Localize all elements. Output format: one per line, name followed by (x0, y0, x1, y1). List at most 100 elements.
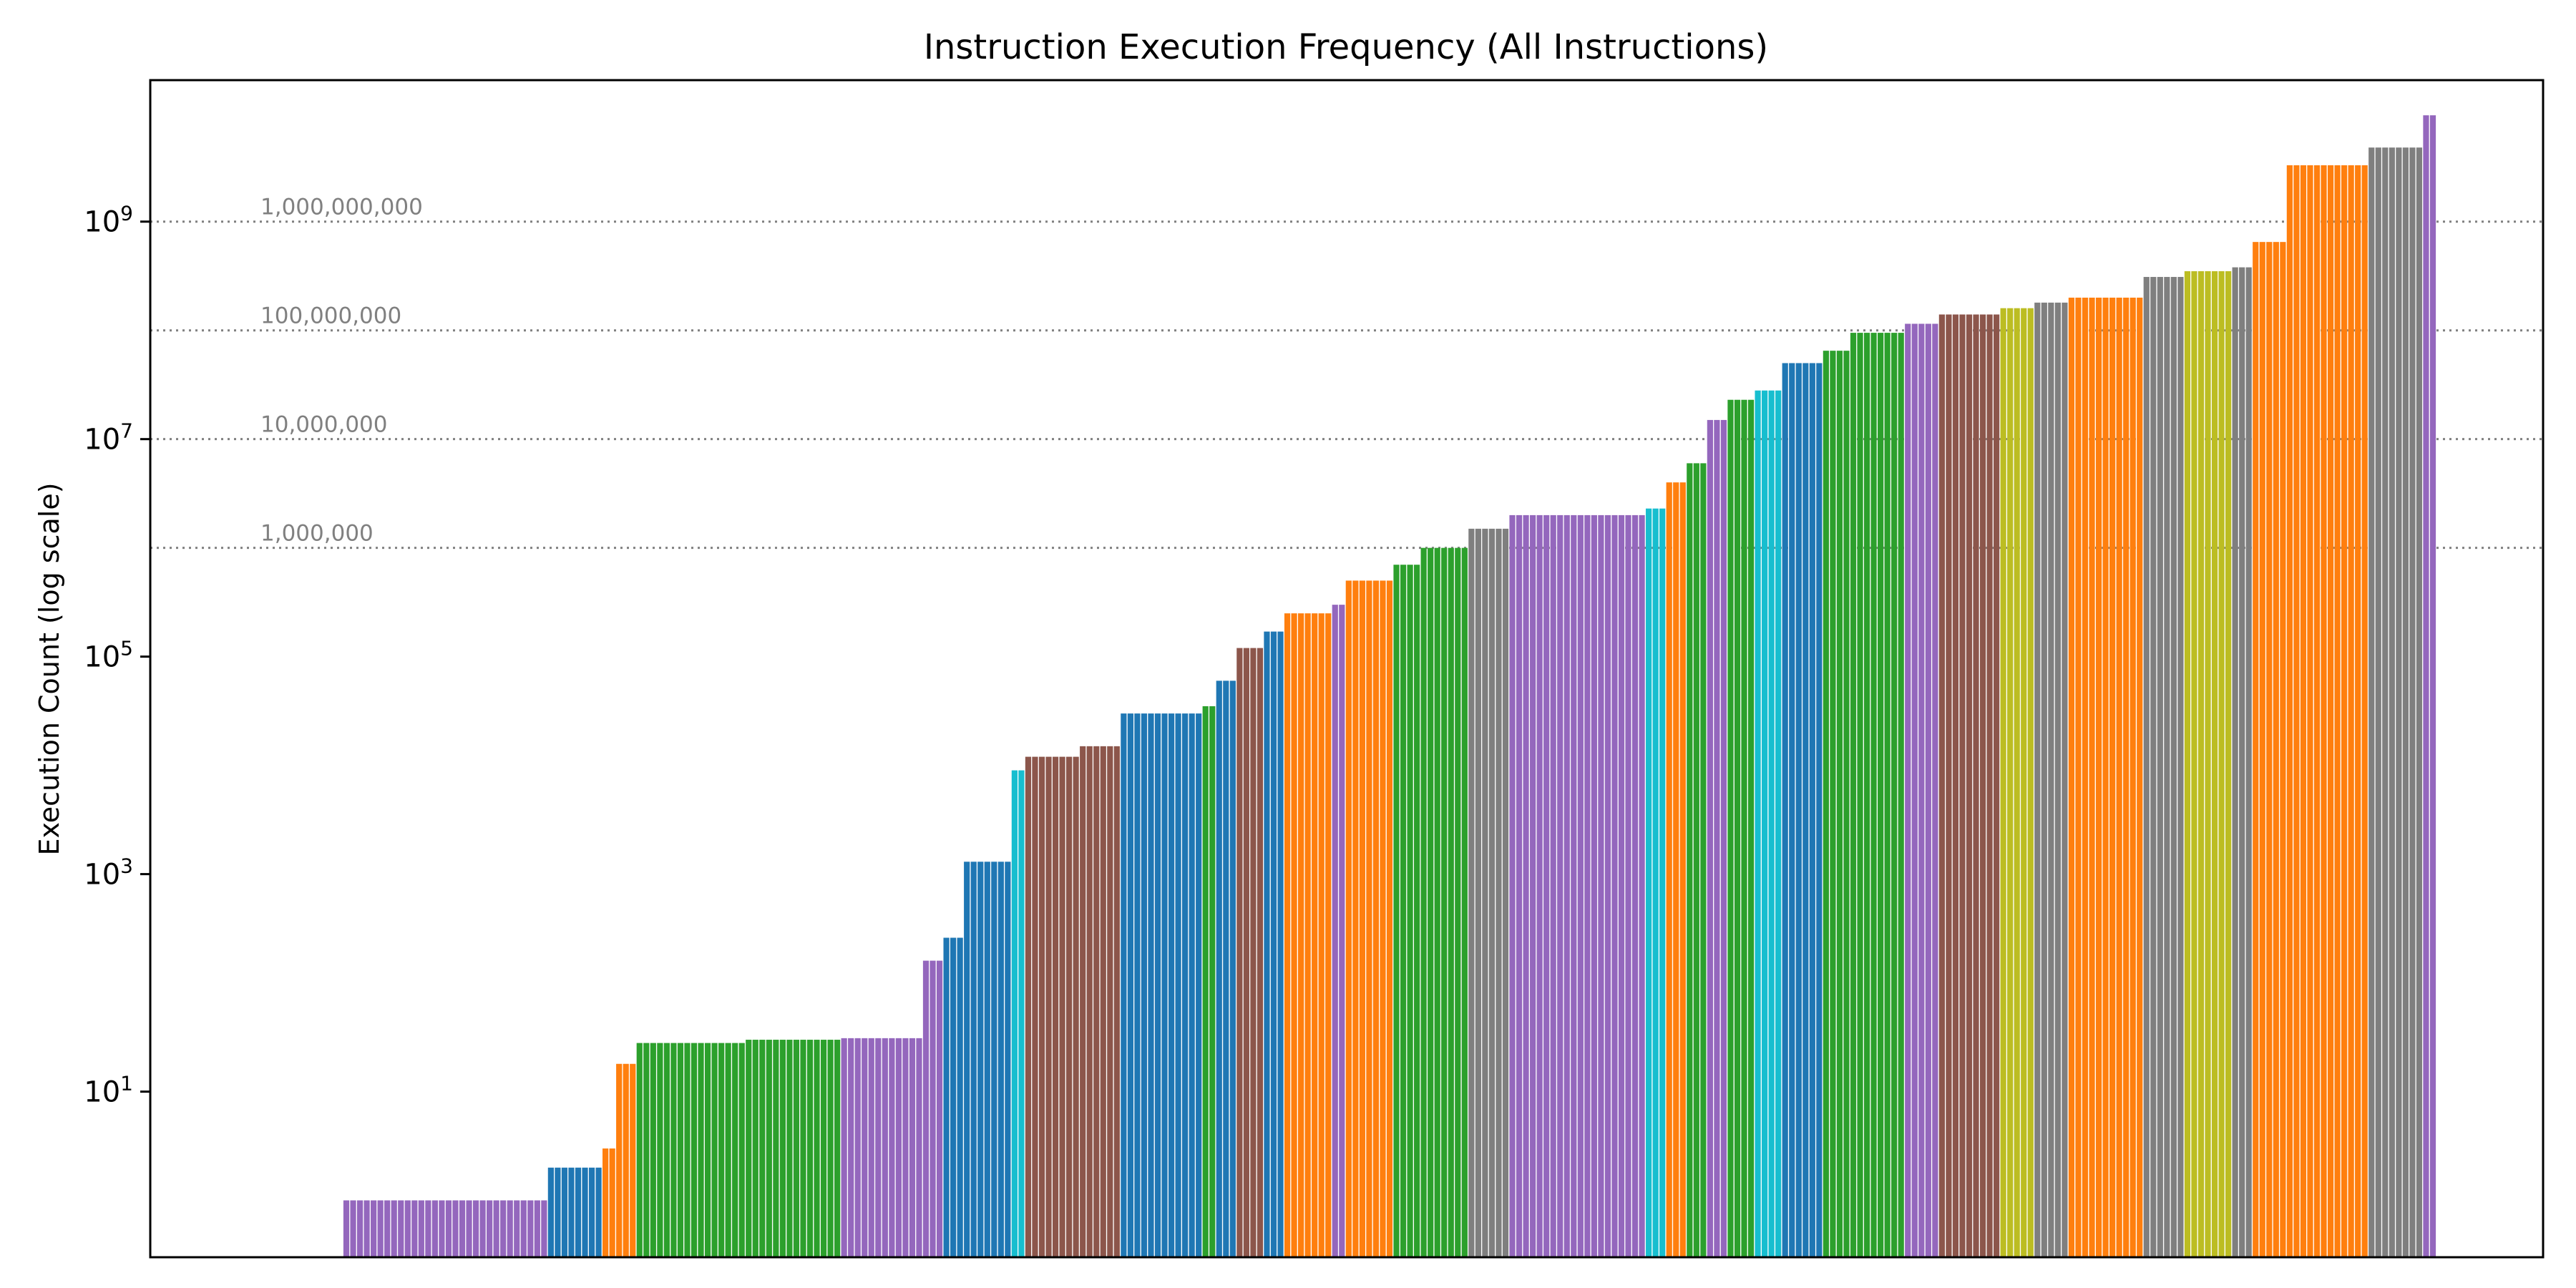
bar (1870, 333, 1877, 1258)
bar (895, 1038, 902, 1257)
bar (1080, 746, 1086, 1257)
bar (2211, 271, 2218, 1257)
bar (1625, 514, 1631, 1258)
bar (1339, 605, 1345, 1257)
bar (766, 1040, 772, 1257)
bar (984, 862, 990, 1257)
bar (718, 1043, 725, 1257)
bar (1496, 528, 1502, 1257)
bar (882, 1038, 888, 1257)
bar (950, 937, 957, 1257)
bar (1236, 648, 1243, 1257)
reference-line-label: 100,000,000 (260, 303, 401, 329)
bar (943, 937, 950, 1257)
bar (1687, 463, 1693, 1257)
bar (1550, 514, 1556, 1258)
bar (2157, 277, 2163, 1257)
bar (827, 1040, 834, 1257)
bar (2129, 297, 2136, 1258)
bar (1830, 351, 1836, 1257)
bar (1372, 580, 1380, 1257)
bar (977, 862, 984, 1257)
bar (2000, 308, 2006, 1258)
bar (452, 1200, 459, 1257)
bar (1843, 351, 1850, 1257)
bar (2021, 308, 2027, 1258)
bar (1202, 706, 1209, 1257)
bar (1461, 547, 1468, 1257)
bar (1604, 514, 1611, 1258)
bar (1005, 862, 1011, 1257)
y-tick-label: 101 (84, 1072, 133, 1109)
bar (1795, 363, 1802, 1258)
bar (2089, 297, 2095, 1258)
bar (1775, 390, 1782, 1257)
bar (1639, 514, 1645, 1258)
bar (1925, 323, 1931, 1258)
bar (588, 1167, 595, 1257)
bar (1700, 463, 1707, 1257)
bar (1666, 482, 1672, 1258)
bar (2321, 165, 2327, 1258)
bar (779, 1040, 786, 1257)
bar (1741, 399, 1747, 1258)
bar (1693, 463, 1699, 1257)
bar (1959, 314, 1966, 1257)
bar (2075, 297, 2082, 1258)
bar (1898, 333, 1904, 1258)
bar (1441, 547, 1448, 1257)
bar (2225, 271, 2232, 1257)
bar (479, 1200, 486, 1257)
bar (630, 1063, 636, 1257)
bar (1366, 580, 1372, 1257)
bar (636, 1043, 643, 1257)
bar (1516, 514, 1523, 1258)
bar (2123, 297, 2129, 1258)
bar (466, 1200, 472, 1257)
bar (1762, 390, 1768, 1257)
bar (1216, 680, 1222, 1257)
bar (1543, 514, 1550, 1258)
bar (2348, 165, 2354, 1258)
bar (404, 1200, 411, 1257)
bar (2034, 302, 2041, 1257)
bar (2286, 165, 2293, 1258)
bar (343, 1200, 350, 1257)
bar (1168, 713, 1175, 1257)
bar (1073, 756, 1079, 1257)
bar (759, 1040, 766, 1257)
bar (555, 1167, 561, 1257)
bars (343, 115, 2436, 1258)
bar (1304, 613, 1311, 1257)
bar (1052, 756, 1059, 1257)
bar (623, 1063, 629, 1257)
bar (1284, 613, 1291, 1257)
bar (1386, 580, 1393, 1257)
bar (725, 1043, 731, 1257)
bar (738, 1043, 745, 1257)
bar (2232, 267, 2238, 1258)
bar (445, 1200, 452, 1257)
bar (2082, 297, 2089, 1258)
bar (1032, 756, 1038, 1257)
bar (2170, 277, 2177, 1257)
bar (350, 1200, 356, 1257)
bar (1414, 565, 1420, 1257)
bar (500, 1200, 507, 1257)
bar (561, 1167, 568, 1257)
bar (1802, 363, 1809, 1258)
bar (1182, 713, 1189, 1257)
bar (663, 1043, 670, 1257)
bar (854, 1038, 861, 1257)
bar (1857, 333, 1863, 1258)
bar (1755, 390, 1761, 1257)
bar (1318, 613, 1324, 1257)
bar (1196, 713, 1202, 1257)
bar (800, 1040, 806, 1257)
bar (2375, 147, 2381, 1258)
bar (2164, 277, 2170, 1257)
y-tick-label: 103 (84, 854, 133, 892)
bar (2341, 165, 2348, 1258)
bar (1932, 323, 1938, 1258)
bar (2041, 302, 2047, 1257)
